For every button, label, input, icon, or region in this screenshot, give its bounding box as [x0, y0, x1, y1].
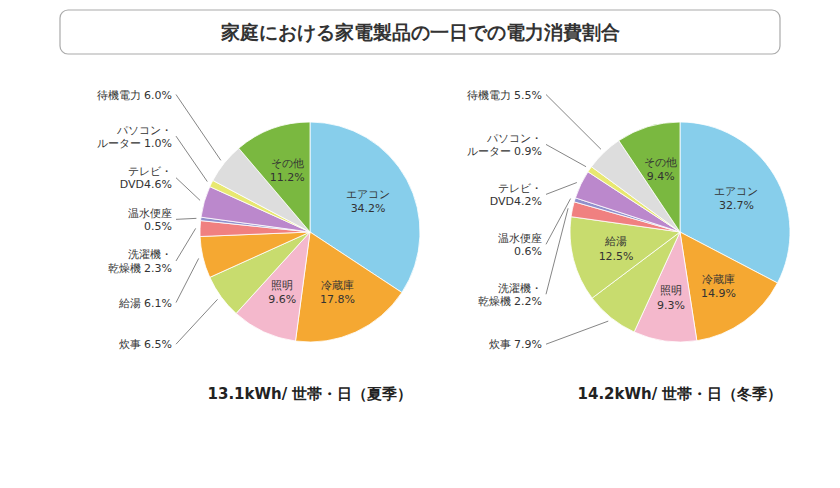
leader-line: [176, 95, 221, 161]
chart-root: 家庭における家電製品の一日での電力消費割合エアコン34.2%冷蔵庫17.8%照明…: [0, 0, 840, 488]
inside-label-line: エアコン: [714, 184, 758, 197]
outside-label-line: 洗濯機・: [498, 281, 542, 294]
inside-label: エアコン34.2%: [346, 187, 390, 214]
outside-label: 温水便座0.5%: [128, 206, 172, 232]
inside-label: 冷蔵庫 17.8%: [320, 278, 355, 305]
leader-line: [176, 178, 200, 201]
inside-label-line: 9.3%: [657, 298, 685, 311]
inside-label-line: 冷蔵庫: [321, 278, 354, 291]
inside-label: 照明9.3%: [657, 284, 685, 311]
leader-line: [176, 136, 207, 181]
leader-line: [176, 228, 196, 261]
slices: [570, 122, 790, 342]
outside-label: テレビ・DVD4.6%: [120, 165, 172, 191]
leader-line: [546, 199, 571, 245]
pie-subtitle: 14.2kWh/ 世帯・日（冬季）: [578, 385, 783, 403]
leader-line: [546, 208, 568, 294]
inside-label-line: 17.8%: [320, 293, 355, 306]
outside-label-line: ルーター 1.0%: [97, 136, 172, 149]
outside-label-line: 炊事 7.9%: [489, 338, 542, 351]
outside-label-line: 乾燥機 2.3%: [108, 261, 172, 274]
outside-label-line: 給湯 6.1%: [118, 296, 172, 309]
inside-label-line: エアコン: [346, 187, 390, 200]
pie-slice: [619, 122, 680, 232]
inside-label: その他 9.4%: [644, 155, 677, 182]
inside-label: エアコン32.7%: [714, 184, 758, 211]
chart-title: 家庭における家電製品の一日での電力消費割合: [220, 21, 620, 43]
pie-subtitle: 13.1kWh/ 世帯・日（夏季）: [208, 385, 413, 403]
outside-label-line: ルーター 0.9%: [467, 145, 542, 158]
outside-label: 給湯 6.1%: [118, 296, 172, 309]
outside-label: テレビ・DVD4.2%: [490, 181, 542, 207]
slices: [200, 122, 420, 342]
pie-group: エアコン34.2% 冷蔵庫 17.8% 照明 9.6% その他 11.2% 待機電力 6.0%…: [97, 88, 420, 403]
outside-label-line: 待機電力 5.5%: [467, 88, 542, 101]
outside-label-line: 0.6%: [514, 244, 542, 257]
pie-slice: [200, 232, 310, 277]
outside-label: パソコン・ルーター 1.0%: [97, 123, 172, 149]
inside-label-line: その他: [271, 156, 304, 169]
leader-line: [546, 183, 577, 195]
inside-label-line: 9.4%: [647, 170, 675, 183]
pie-slice: [239, 122, 310, 232]
outside-label: 炊事 7.9%: [489, 338, 542, 351]
leader-line: [176, 258, 199, 302]
outside-label: 温水便座0.6%: [498, 231, 542, 257]
pie-slice: [295, 232, 401, 342]
outside-label-line: 温水便座: [128, 206, 172, 219]
inside-label-line: 照明: [271, 278, 293, 291]
title-box: [60, 10, 780, 54]
labels: エアコン34.2% 冷蔵庫 17.8% 照明 9.6% その他 11.2% 待機電力 6.0%…: [97, 88, 391, 351]
outside-label-line: パソコン・: [116, 123, 172, 136]
leader-line: [546, 321, 608, 344]
inside-label-line: 冷蔵庫: [702, 272, 735, 285]
outside-label-line: 待機電力 6.0%: [97, 88, 172, 101]
inside-label-line: 給湯: [604, 235, 627, 248]
outside-label: 洗濯機・乾燥機 2.3%: [108, 248, 172, 274]
outside-label-line: テレビ・: [498, 181, 542, 194]
inside-label: 照明 9.6%: [268, 278, 296, 305]
inside-label: その他 11.2%: [270, 156, 305, 183]
pie-group: エアコン32.7% 冷蔵庫14.9% 照明9.3% 給湯12.5% その他 9.4% 待機電…: [467, 88, 790, 403]
leader-line: [546, 95, 601, 150]
outside-label-line: DVD4.2%: [490, 194, 542, 207]
leader-line: [176, 299, 218, 344]
outside-label: 待機電力 6.0%: [97, 88, 172, 101]
leader-line: [176, 218, 196, 219]
inside-label-line: 9.6%: [268, 293, 296, 306]
outside-label-line: 洗濯機・: [128, 248, 172, 261]
labels: エアコン32.7% 冷蔵庫14.9% 照明9.3% 給湯12.5% その他 9.4% 待機電…: [467, 88, 759, 351]
outside-label-line: パソコン・: [486, 131, 542, 144]
inside-label-line: 11.2%: [270, 171, 305, 184]
outside-label-line: 0.5%: [144, 219, 172, 232]
outside-label: 洗濯機・乾燥機 2.2%: [478, 281, 542, 307]
inside-label-line: 32.7%: [719, 198, 754, 211]
outside-label-line: DVD4.6%: [120, 178, 172, 191]
outside-label-line: テレビ・: [128, 165, 172, 178]
inside-label: 給湯12.5%: [599, 235, 634, 262]
inside-label: 冷蔵庫14.9%: [701, 272, 736, 299]
leader-line: [546, 144, 586, 166]
outside-label-line: 炊事 6.5%: [119, 338, 172, 351]
outside-label-line: 乾燥機 2.2%: [478, 294, 542, 307]
outside-label: 待機電力 5.5%: [467, 88, 542, 101]
inside-label-line: 34.2%: [351, 201, 386, 214]
inside-label-line: 照明: [660, 284, 682, 297]
inside-label-line: 14.9%: [701, 286, 736, 299]
inside-label-line: 12.5%: [599, 249, 634, 262]
outside-label: 炊事 6.5%: [119, 338, 172, 351]
outside-label: パソコン・ルーター 0.9%: [467, 131, 542, 157]
outside-label-line: 温水便座: [498, 231, 542, 244]
inside-label-line: その他: [644, 155, 677, 168]
